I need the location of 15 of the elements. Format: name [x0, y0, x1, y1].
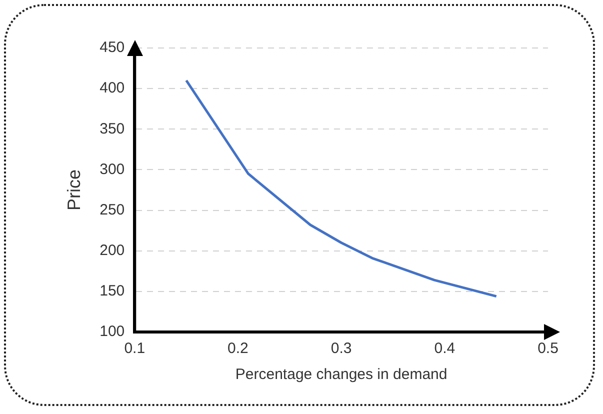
x-tick-label: 0.1	[124, 340, 146, 358]
y-tick-label: 150	[100, 282, 125, 300]
y-tick-label: 250	[100, 201, 125, 218]
x-tick-label: 0.5	[538, 340, 558, 358]
y-axis-title: Price	[64, 169, 84, 211]
y-tick-label: 300	[100, 160, 125, 178]
x-axis-title: Percentage changes in demand	[235, 366, 448, 384]
y-tick-label: 100	[100, 323, 125, 340]
y-tick-label: 200	[100, 242, 125, 259]
y-tick-label: 400	[100, 80, 125, 97]
x-tick-label: 0.4	[434, 340, 456, 358]
y-tick-label: 450	[100, 39, 125, 56]
x-tick-label: 0.3	[330, 340, 352, 358]
x-tick-label: 0.2	[228, 340, 248, 358]
y-tick-label: 350	[100, 120, 125, 138]
